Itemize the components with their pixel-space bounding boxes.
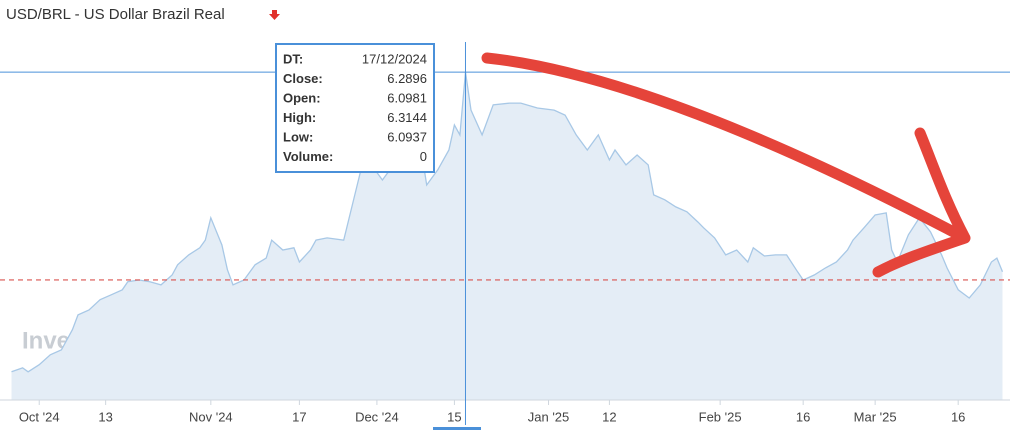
x-tick-label: 17 xyxy=(292,409,306,424)
tooltip-value: 6.0937 xyxy=(387,129,427,144)
x-tick-label: 12 xyxy=(602,409,616,424)
tooltip-value: 6.0981 xyxy=(387,90,427,105)
x-tick-label: 16 xyxy=(796,409,810,424)
tooltip-value: 0 xyxy=(420,149,427,164)
tooltip-box xyxy=(275,43,435,173)
chart-title: USD/BRL - US Dollar Brazil Real xyxy=(6,6,225,23)
x-tick-label: Dec '24 xyxy=(355,409,399,424)
x-tick-label: Feb '25 xyxy=(699,409,742,424)
tooltip-value: 6.2896 xyxy=(387,71,427,86)
x-tick-label: Jan '25 xyxy=(528,409,570,424)
x-tick-label: 15 xyxy=(447,409,461,424)
x-tick-label: Oct '24 xyxy=(19,409,60,424)
tooltip-label: Open: xyxy=(283,90,321,105)
x-tick-label: 13 xyxy=(98,409,112,424)
area-fill xyxy=(11,72,1003,400)
price-line xyxy=(11,72,1004,373)
tooltip-value: 17/12/2024 xyxy=(362,51,427,66)
tooltip-label: Low: xyxy=(283,129,313,144)
scroll-handle[interactable] xyxy=(433,427,481,430)
annotation-arrow xyxy=(481,52,971,278)
tooltip-label: Volume: xyxy=(283,149,333,164)
tooltip-value: 6.3144 xyxy=(387,110,427,125)
x-tick-label: Mar '25 xyxy=(854,409,897,424)
x-tick-label: 16 xyxy=(951,409,965,424)
down-arrow-icon xyxy=(269,10,280,20)
tooltip-label: Close: xyxy=(283,71,323,86)
x-tick-label: Nov '24 xyxy=(189,409,233,424)
tooltip: DT: 17/12/2024 Close: 6.2896 Open: 6.0981 High… xyxy=(275,43,435,173)
tooltip-label: High: xyxy=(283,110,316,125)
tooltip-label: DT: xyxy=(283,51,303,66)
